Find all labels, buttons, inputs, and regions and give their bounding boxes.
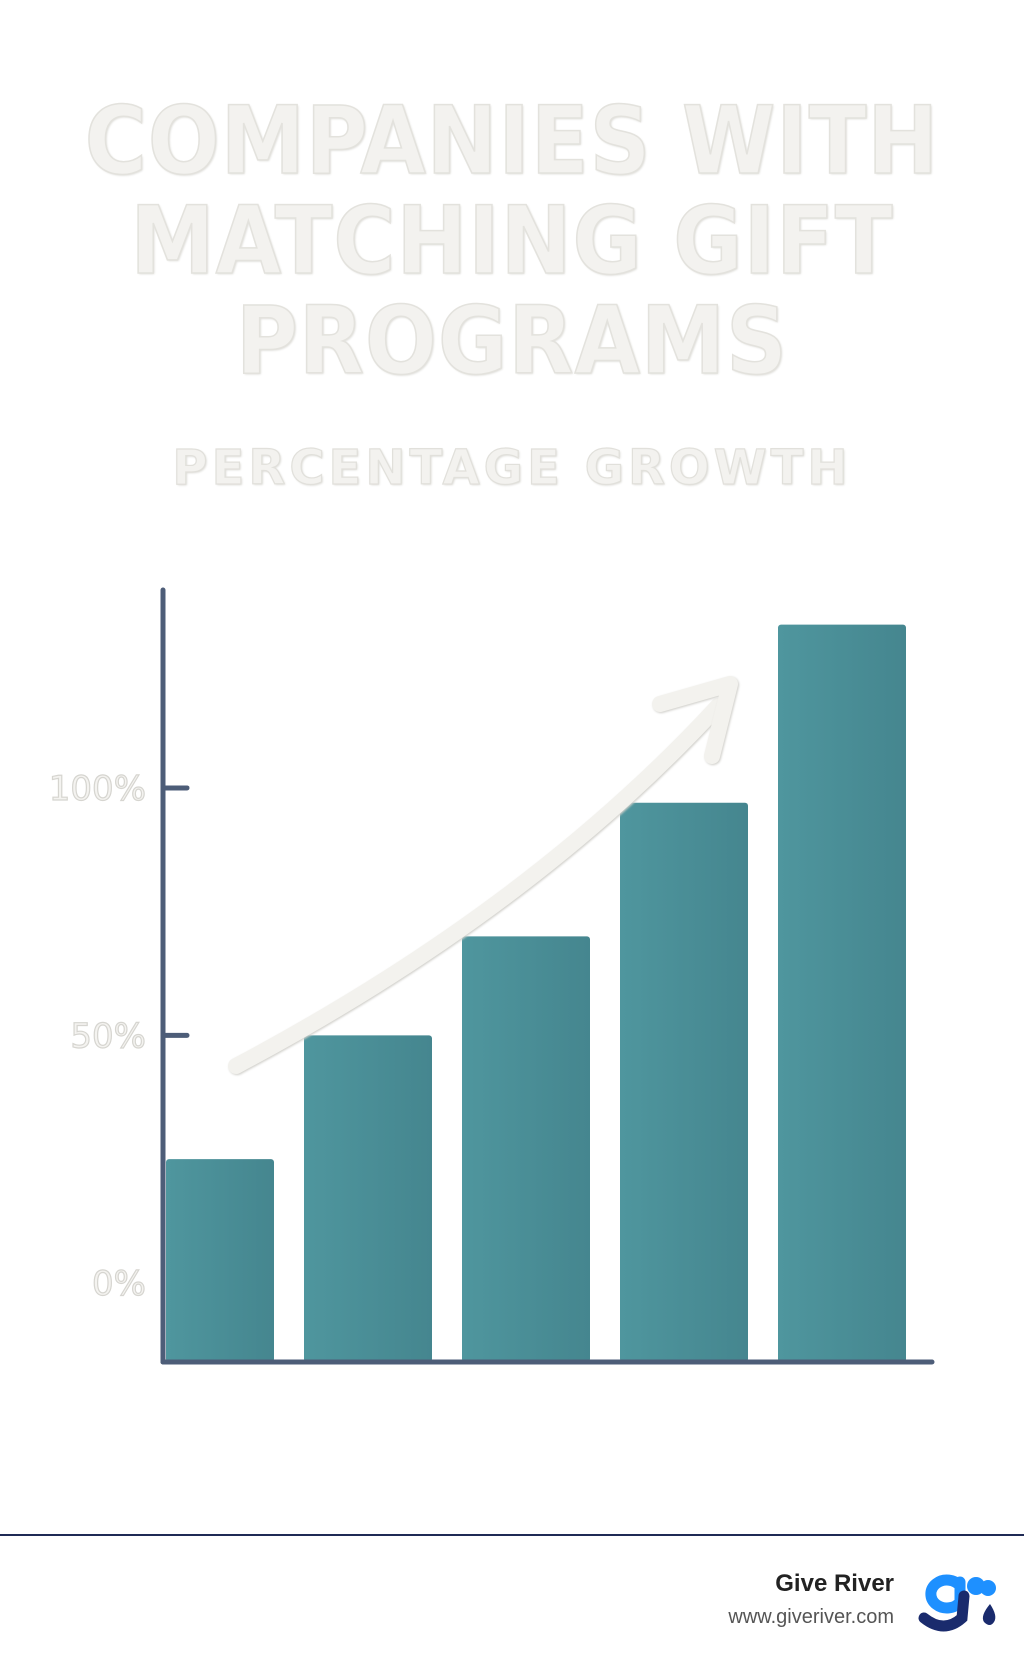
give-river-logo-icon	[918, 1574, 996, 1632]
footer-divider	[0, 1534, 1024, 1536]
chart-subtitle: PERCENTAGE GROWTH	[172, 439, 852, 496]
bar-chart: 0% 50% 100%	[48, 587, 935, 1365]
chart-title: COMPANIES WITH MATCHING GIFT PROGRAMS	[0, 87, 1024, 396]
trend-arrow	[228, 698, 726, 1074]
chart-title-line-2: MATCHING GIFT	[130, 187, 894, 296]
bar-4	[620, 802, 748, 1362]
bar-3	[462, 936, 590, 1362]
y-ticks: 0% 50% 100%	[48, 768, 190, 1304]
bar-5	[778, 624, 906, 1362]
bar-1	[166, 1159, 274, 1362]
bar-2	[304, 1035, 432, 1362]
brand-name: Give River	[775, 1570, 894, 1597]
chart-title-line-3: PROGRAMS	[235, 287, 789, 396]
y-tick-label-100: 100%	[49, 769, 146, 809]
y-tick-label-50: 50%	[70, 1016, 146, 1056]
chart-title-line-1: COMPANIES WITH	[84, 87, 940, 196]
trend-arrow-head	[652, 676, 738, 764]
bars-layer	[166, 624, 906, 1362]
brand-url: www.giveriver.com	[728, 1606, 894, 1628]
y-tick-label-0: 0%	[92, 1264, 146, 1304]
